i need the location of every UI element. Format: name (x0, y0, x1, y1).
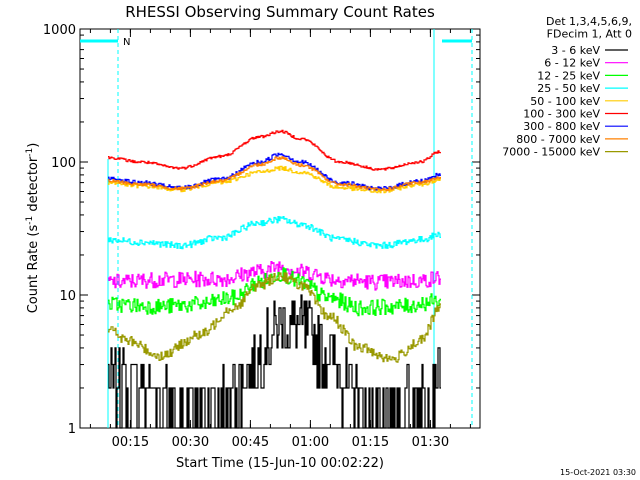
series-line (108, 294, 441, 429)
legend-entry-label: 100 - 300 keV (523, 108, 600, 121)
series-line (108, 272, 441, 363)
series-line (108, 216, 441, 250)
y-label-superscript: -1 (25, 216, 35, 225)
legend: Det 1,3,4,5,6,9,FDecim 1, Att 0 3 - 6 keV… (502, 15, 632, 159)
y-label-part: Count Rate (s (26, 225, 41, 314)
x-tick-label: 01:15 (352, 435, 389, 450)
series-line (108, 129, 441, 171)
legend-entry-label: 3 - 6 keV (551, 44, 600, 57)
legend-header: FDecim 1, Att 0 (547, 28, 632, 41)
y-label-part: detector (26, 156, 41, 216)
x-tick-label: 00:15 (112, 435, 149, 450)
legend-entry-label: 50 - 100 keV (530, 95, 600, 108)
legend-header: Det 1,3,4,5,6,9, (546, 15, 632, 28)
legend-entry-label: 25 - 50 keV (537, 82, 600, 95)
y-tick-label: 1000 (43, 23, 76, 38)
chart-title: RHESSI Observing Summary Count Rates (125, 3, 435, 21)
legend-entry-label: 7000 - 15000 keV (502, 146, 600, 159)
legend-entry-label: 12 - 25 keV (537, 69, 600, 82)
y-label-superscript: -1 (25, 148, 35, 157)
x-tick-label: 01:30 (412, 435, 449, 450)
x-tick-label: 00:45 (232, 435, 269, 450)
legend-entry-label: 800 - 7000 keV (516, 133, 600, 146)
plot-area: N (80, 29, 473, 429)
series-line (108, 156, 441, 192)
x-tick-label: 01:00 (292, 435, 329, 450)
x-tick-label: 00:30 (172, 435, 209, 450)
saa-label: N (123, 37, 130, 48)
y-tick-label: 10 (59, 289, 76, 304)
series-line (108, 267, 441, 317)
y-label-part: ) (26, 143, 41, 148)
x-axis-label: Start Time (15-Jun-10 00:02:22) (176, 456, 384, 471)
y-axis-label: Count Rate (s-1 detector-1) (25, 143, 41, 314)
footer-timestamp: 15-Oct-2021 03:30 (560, 468, 636, 477)
series-line (108, 261, 441, 291)
legend-entry-label: 300 - 800 keV (523, 120, 600, 133)
y-tick-label: 1 (68, 422, 76, 437)
plot-frame (79, 28, 481, 429)
plot-axes: 1 10 100 1000 00:15 00:30 00:45 01:00 01:15 01:30 (43, 23, 481, 450)
legend-entry-label: 6 - 12 keV (544, 57, 600, 70)
y-tick-label: 100 (51, 156, 76, 171)
